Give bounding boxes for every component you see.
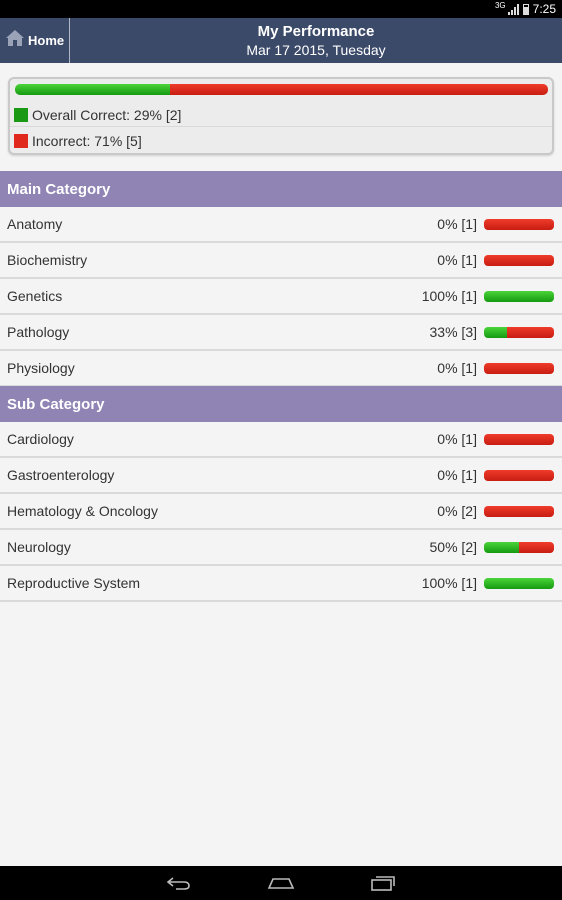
incorrect-label: Incorrect: 71% [5] [32, 133, 142, 149]
category-row[interactable]: Reproductive System 100% [1] [0, 566, 562, 602]
category-row[interactable]: Hematology & Oncology 0% [2] [0, 494, 562, 530]
category-score: 0% [2] [437, 503, 477, 519]
category-name: Physiology [7, 360, 75, 376]
battery-icon [522, 3, 529, 15]
score-bar-correct [484, 541, 519, 553]
action-bar: Home My Performance Mar 17 2015, Tuesday [0, 18, 562, 63]
category-name: Neurology [7, 539, 71, 555]
score-bar-incorrect [484, 433, 554, 445]
correct-swatch [14, 107, 28, 122]
score-bar [484, 505, 554, 517]
category-name: Reproductive System [7, 575, 141, 591]
page-title: My Performance [257, 22, 375, 40]
category-row[interactable]: Cardiology 0% [1] [0, 422, 562, 458]
score-bar-incorrect [484, 505, 554, 517]
category-name: Biochemistry [7, 252, 88, 268]
category-score: 0% [1] [437, 431, 477, 447]
signal-icon [507, 3, 519, 15]
category-row[interactable]: Biochemistry 0% [1] [0, 243, 562, 279]
back-icon[interactable] [164, 873, 194, 893]
category-score: 0% [1] [437, 467, 477, 483]
home-icon [5, 28, 25, 53]
category-row[interactable]: Neurology 50% [2] [0, 530, 562, 566]
category-row[interactable]: Gastroenterology 0% [1] [0, 458, 562, 494]
score-bar-incorrect [519, 541, 554, 553]
score-bar-correct [484, 577, 554, 589]
score-bar-correct [484, 326, 508, 338]
correct-label: Overall Correct: 29% [2] [32, 106, 182, 123]
summary-card: Overall Correct: 29% [2] Incorrect: 71% … [8, 77, 554, 155]
score-bar-correct [484, 290, 554, 302]
category-row[interactable]: Genetics 100% [1] [0, 279, 562, 315]
score-bar-incorrect [484, 469, 554, 481]
category-name: Pathology [7, 324, 70, 340]
sub-category-header: Sub Category [0, 386, 562, 422]
category-name: Genetics [7, 288, 63, 304]
score-bar-incorrect [507, 326, 554, 338]
score-bar-incorrect [484, 362, 554, 374]
nav-home-icon[interactable] [266, 873, 296, 893]
main-category-header: Main Category [0, 171, 562, 207]
score-bar [484, 433, 554, 445]
score-bar-incorrect [484, 218, 554, 230]
status-bar: 3G 7:25 [0, 0, 562, 18]
score-bar [484, 469, 554, 481]
overall-incorrect-segment [169, 84, 548, 95]
title-block: My Performance Mar 17 2015, Tuesday [70, 18, 562, 63]
navigation-bar [0, 866, 562, 900]
category-row[interactable]: Physiology 0% [1] [0, 351, 562, 387]
legend-incorrect: Incorrect: 71% [5] [10, 129, 552, 153]
overall-progress-bar [15, 84, 548, 95]
category-row[interactable]: Pathology 33% [3] [0, 315, 562, 351]
page-subtitle: Mar 17 2015, Tuesday [246, 41, 386, 58]
incorrect-swatch [14, 134, 28, 148]
category-score: 0% [1] [437, 252, 477, 268]
recent-apps-icon[interactable] [368, 873, 398, 893]
category-score: 33% [3] [429, 324, 477, 340]
score-bar [484, 577, 554, 589]
category-row[interactable]: Anatomy 0% [1] [0, 207, 562, 243]
score-bar [484, 254, 554, 266]
home-button[interactable]: Home [0, 18, 70, 63]
category-score: 50% [2] [429, 539, 477, 555]
score-bar [484, 290, 554, 302]
category-name: Gastroenterology [7, 467, 115, 483]
score-bar [484, 541, 554, 553]
score-bar [484, 326, 554, 338]
category-name: Cardiology [7, 431, 74, 447]
category-score: 100% [1] [421, 288, 477, 304]
category-score: 0% [1] [437, 360, 477, 376]
clock: 7:25 [532, 2, 556, 16]
score-bar [484, 362, 554, 374]
network-type: 3G [494, 1, 506, 10]
category-name: Hematology & Oncology [7, 503, 158, 519]
category-score: 100% [1] [421, 575, 477, 591]
score-bar [484, 218, 554, 230]
home-label: Home [28, 33, 65, 48]
overall-correct-segment [15, 84, 170, 95]
legend-correct: Overall Correct: 29% [2] [10, 103, 552, 127]
category-name: Anatomy [7, 216, 63, 232]
score-bar-incorrect [484, 254, 554, 266]
category-score: 0% [1] [437, 216, 477, 232]
